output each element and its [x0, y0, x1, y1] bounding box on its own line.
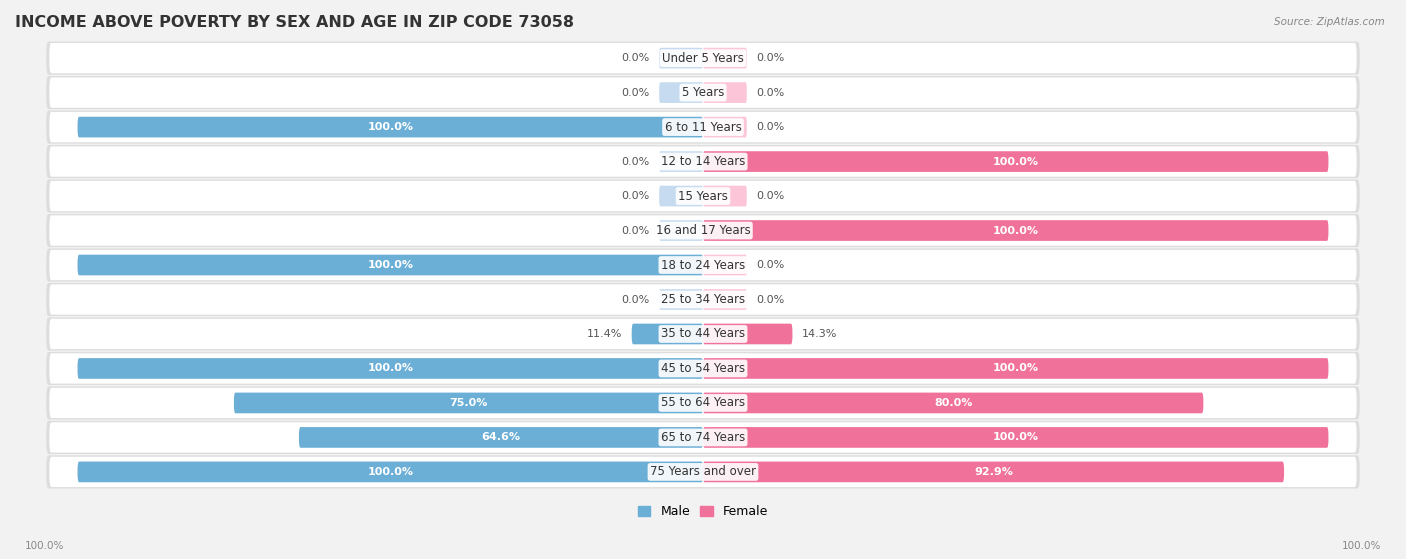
Text: 100.0%: 100.0% [367, 467, 413, 477]
Text: 0.0%: 0.0% [756, 53, 785, 63]
Text: 0.0%: 0.0% [621, 53, 650, 63]
Text: 92.9%: 92.9% [974, 467, 1012, 477]
Text: 6 to 11 Years: 6 to 11 Years [665, 121, 741, 134]
Text: Source: ZipAtlas.com: Source: ZipAtlas.com [1274, 17, 1385, 27]
Text: 100.0%: 100.0% [993, 225, 1039, 235]
Text: Under 5 Years: Under 5 Years [662, 51, 744, 65]
Text: 5 Years: 5 Years [682, 86, 724, 99]
FancyBboxPatch shape [49, 353, 1357, 383]
FancyBboxPatch shape [46, 456, 1360, 489]
FancyBboxPatch shape [703, 82, 747, 103]
Text: 100.0%: 100.0% [993, 157, 1039, 167]
FancyBboxPatch shape [703, 255, 747, 276]
Text: 35 to 44 Years: 35 to 44 Years [661, 328, 745, 340]
FancyBboxPatch shape [49, 43, 1357, 73]
FancyBboxPatch shape [703, 462, 1284, 482]
FancyBboxPatch shape [46, 145, 1360, 178]
Text: 100.0%: 100.0% [993, 363, 1039, 373]
FancyBboxPatch shape [299, 427, 703, 448]
FancyBboxPatch shape [659, 186, 703, 206]
Text: 100.0%: 100.0% [367, 363, 413, 373]
Text: 100.0%: 100.0% [1341, 541, 1381, 551]
FancyBboxPatch shape [703, 358, 1329, 379]
Text: 65 to 74 Years: 65 to 74 Years [661, 431, 745, 444]
Text: 0.0%: 0.0% [756, 88, 785, 98]
Text: 0.0%: 0.0% [621, 88, 650, 98]
Text: 100.0%: 100.0% [367, 122, 413, 132]
Text: 14.3%: 14.3% [801, 329, 837, 339]
FancyBboxPatch shape [659, 82, 703, 103]
FancyBboxPatch shape [49, 285, 1357, 315]
FancyBboxPatch shape [703, 186, 747, 206]
FancyBboxPatch shape [49, 215, 1357, 246]
FancyBboxPatch shape [703, 151, 1329, 172]
FancyBboxPatch shape [46, 421, 1360, 454]
FancyBboxPatch shape [46, 352, 1360, 385]
FancyBboxPatch shape [46, 283, 1360, 316]
Text: 55 to 64 Years: 55 to 64 Years [661, 396, 745, 409]
FancyBboxPatch shape [49, 181, 1357, 211]
Text: 100.0%: 100.0% [25, 541, 65, 551]
FancyBboxPatch shape [659, 289, 703, 310]
Text: 0.0%: 0.0% [756, 260, 785, 270]
Text: 18 to 24 Years: 18 to 24 Years [661, 258, 745, 272]
FancyBboxPatch shape [46, 76, 1360, 109]
FancyBboxPatch shape [77, 358, 703, 379]
Text: 100.0%: 100.0% [367, 260, 413, 270]
FancyBboxPatch shape [46, 318, 1360, 350]
FancyBboxPatch shape [703, 392, 1204, 413]
Text: 45 to 54 Years: 45 to 54 Years [661, 362, 745, 375]
FancyBboxPatch shape [49, 319, 1357, 349]
FancyBboxPatch shape [631, 324, 703, 344]
FancyBboxPatch shape [659, 220, 703, 241]
FancyBboxPatch shape [49, 388, 1357, 418]
FancyBboxPatch shape [46, 214, 1360, 247]
FancyBboxPatch shape [46, 41, 1360, 75]
FancyBboxPatch shape [49, 422, 1357, 453]
FancyBboxPatch shape [77, 462, 703, 482]
FancyBboxPatch shape [49, 457, 1357, 487]
Text: 75.0%: 75.0% [450, 398, 488, 408]
FancyBboxPatch shape [703, 117, 747, 138]
Text: 100.0%: 100.0% [993, 433, 1039, 442]
FancyBboxPatch shape [46, 386, 1360, 419]
FancyBboxPatch shape [77, 255, 703, 276]
FancyBboxPatch shape [49, 250, 1357, 280]
Text: 0.0%: 0.0% [621, 191, 650, 201]
FancyBboxPatch shape [77, 117, 703, 138]
FancyBboxPatch shape [233, 392, 703, 413]
FancyBboxPatch shape [703, 220, 1329, 241]
Text: INCOME ABOVE POVERTY BY SEX AND AGE IN ZIP CODE 73058: INCOME ABOVE POVERTY BY SEX AND AGE IN Z… [15, 15, 574, 30]
Text: 12 to 14 Years: 12 to 14 Years [661, 155, 745, 168]
Text: 80.0%: 80.0% [934, 398, 973, 408]
FancyBboxPatch shape [659, 151, 703, 172]
Text: 15 Years: 15 Years [678, 190, 728, 202]
Text: 0.0%: 0.0% [756, 295, 785, 305]
Text: 0.0%: 0.0% [621, 295, 650, 305]
FancyBboxPatch shape [49, 112, 1357, 142]
Text: 25 to 34 Years: 25 to 34 Years [661, 293, 745, 306]
FancyBboxPatch shape [703, 427, 1329, 448]
Legend: Male, Female: Male, Female [633, 500, 773, 523]
Text: 11.4%: 11.4% [586, 329, 623, 339]
Text: 0.0%: 0.0% [621, 157, 650, 167]
FancyBboxPatch shape [46, 179, 1360, 212]
FancyBboxPatch shape [49, 78, 1357, 108]
FancyBboxPatch shape [46, 111, 1360, 144]
Text: 0.0%: 0.0% [756, 122, 785, 132]
FancyBboxPatch shape [49, 146, 1357, 177]
Text: 0.0%: 0.0% [621, 225, 650, 235]
Text: 64.6%: 64.6% [481, 433, 520, 442]
Text: 75 Years and over: 75 Years and over [650, 466, 756, 479]
FancyBboxPatch shape [703, 324, 793, 344]
FancyBboxPatch shape [703, 289, 747, 310]
FancyBboxPatch shape [659, 48, 703, 68]
FancyBboxPatch shape [46, 248, 1360, 282]
FancyBboxPatch shape [703, 48, 747, 68]
Text: 0.0%: 0.0% [756, 191, 785, 201]
Text: 16 and 17 Years: 16 and 17 Years [655, 224, 751, 237]
